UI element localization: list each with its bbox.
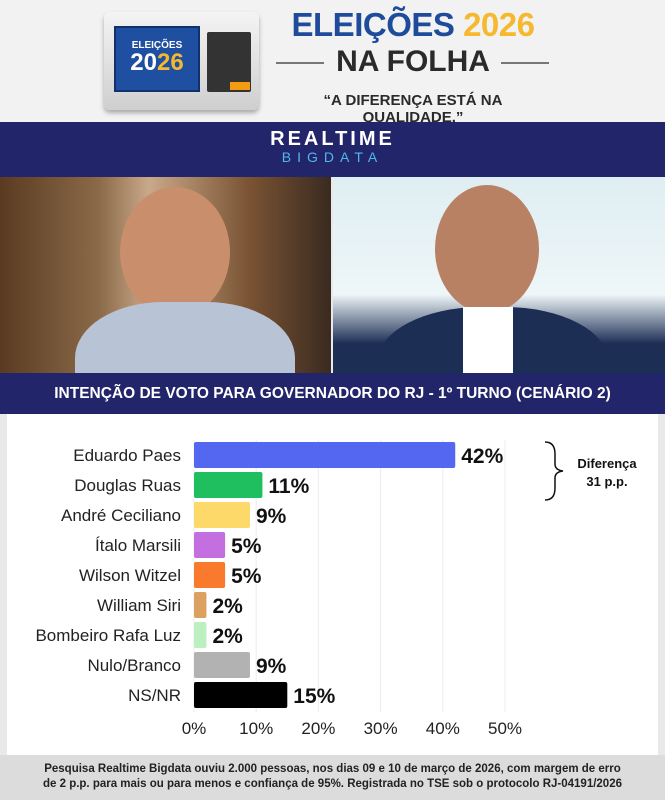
- title-word: ELEIÇÕES: [291, 6, 455, 43]
- bar: [194, 622, 207, 648]
- brand-bar: REALTIME BIGDATA: [0, 122, 665, 177]
- title-year: 2026: [463, 6, 535, 43]
- bar-chart: 0% 10% 20% 30% 40% 50% Eduardo Paes 42% Douglas …: [35, 440, 637, 738]
- value-label: 15%: [293, 685, 335, 708]
- urna-label: ELEIÇÕES: [131, 40, 183, 51]
- category-label: Ítalo Marsili: [95, 536, 181, 555]
- x-tick-label: 0%: [182, 719, 207, 738]
- category-label: Wilson Witzel: [79, 566, 181, 585]
- divider: [276, 62, 324, 64]
- divider: [501, 62, 549, 64]
- voting-machine-logo: ELEIÇÕES 2026: [104, 12, 259, 110]
- value-label: 2%: [212, 625, 243, 648]
- face: [435, 185, 539, 313]
- footer-line-2: de 2 p.p. para mais ou para menos e conf…: [42, 778, 622, 790]
- x-tick-label: 40%: [426, 719, 460, 738]
- bar: [194, 682, 288, 708]
- annotation-line-2: 31 p.p.: [586, 474, 627, 489]
- x-tick-label: 50%: [488, 719, 522, 738]
- category-label: Douglas Ruas: [74, 476, 181, 495]
- x-tick-label: 20%: [301, 719, 335, 738]
- brand-subname: BIGDATA: [281, 149, 384, 165]
- subtitle: NA FOLHA: [336, 45, 490, 78]
- urna-year-b: 26: [157, 49, 184, 76]
- urna-year: 2026: [116, 51, 198, 75]
- header-banner: ELEIÇÕES 2026 ELEIÇÕES 2026 NA FOLHA “A …: [0, 0, 665, 126]
- slogan: “A DIFERENÇA ESTÁ NA QUALIDADE.”: [323, 92, 503, 126]
- value-label: 11%: [268, 475, 309, 498]
- page-title: ELEIÇÕES 2026: [272, 6, 554, 44]
- chart-panel: 0% 10% 20% 30% 40% 50% Eduardo Paes 42% Douglas …: [7, 414, 658, 755]
- candidate-photo-left: [0, 177, 331, 442]
- bar: [194, 502, 250, 528]
- category-label: William Siri: [97, 596, 181, 615]
- category-label: Nulo/Branco: [87, 656, 181, 675]
- x-tick-label: 10%: [239, 719, 273, 738]
- bar: [194, 472, 263, 498]
- x-tick-label: 30%: [364, 719, 398, 738]
- bar: [194, 532, 226, 558]
- brand-name: REALTIME: [270, 128, 395, 150]
- value-label: 2%: [212, 595, 243, 618]
- value-label: 9%: [256, 505, 287, 528]
- candidate-photo-right: [333, 177, 665, 427]
- value-label: 5%: [231, 565, 262, 588]
- bar: [194, 562, 226, 588]
- category-label: André Ceciliano: [61, 506, 181, 525]
- value-label: 42%: [461, 445, 503, 468]
- bar: [194, 592, 207, 618]
- category-label: Eduardo Paes: [73, 446, 181, 465]
- footer-note: Pesquisa Realtime Bigdata ouviu 2.000 pe…: [0, 755, 665, 800]
- annotation-line-1: Diferença: [577, 456, 637, 471]
- brace-icon: [544, 441, 564, 501]
- category-label: NS/NR: [128, 686, 181, 705]
- face: [120, 187, 230, 317]
- value-label: 5%: [231, 535, 262, 558]
- bar: [194, 652, 250, 678]
- urna-year-a: 20: [130, 49, 157, 76]
- footer-line-1: Pesquisa Realtime Bigdata ouviu 2.000 pe…: [44, 763, 621, 775]
- chart-title: INTENÇÃO DE VOTO PARA GOVERNADOR DO RJ -…: [0, 373, 665, 414]
- voting-machine-screen: ELEIÇÕES 2026: [114, 26, 200, 92]
- shirt: [463, 307, 513, 377]
- bar: [194, 442, 456, 468]
- confirm-key-icon: [230, 82, 250, 90]
- category-label: Bombeiro Rafa Luz: [35, 626, 181, 645]
- value-label: 9%: [256, 655, 287, 678]
